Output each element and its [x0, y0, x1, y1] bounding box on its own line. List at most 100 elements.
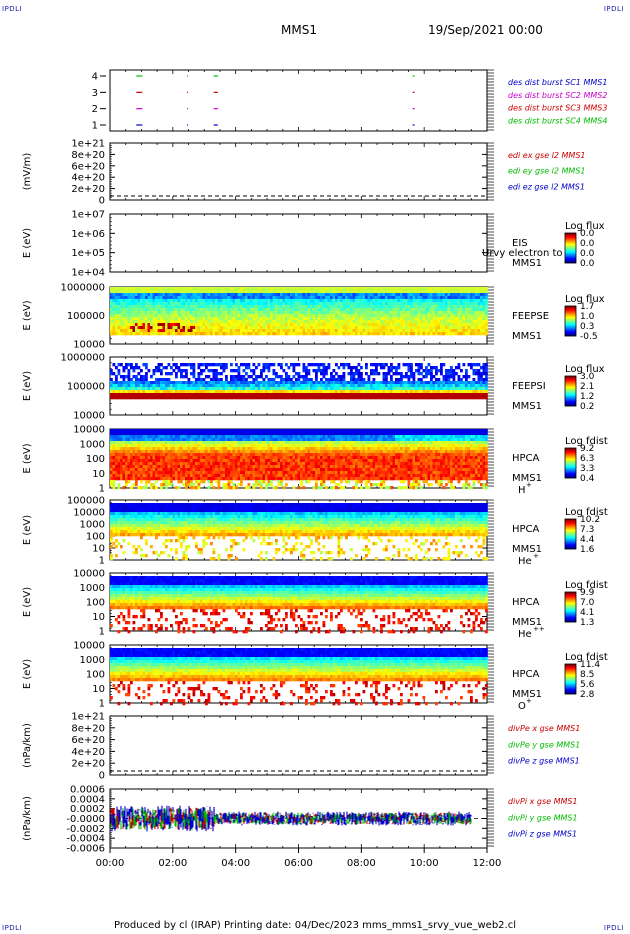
- spectrogram-cell: [350, 287, 353, 291]
- spectrogram-cell: [325, 372, 328, 376]
- spectrogram-cell: [327, 317, 331, 321]
- spectrogram-cell: [407, 378, 411, 382]
- spectrogram-cell: [430, 311, 433, 315]
- spectrogram-cell: [460, 396, 463, 400]
- spectrogram-cell: [282, 378, 286, 382]
- spectrogram-cell: [472, 323, 476, 327]
- spectrogram-cell: [215, 296, 218, 300]
- spectrogram-cell: [400, 293, 403, 297]
- spectrogram-cell: [435, 320, 438, 324]
- spectrogram-cell: [165, 305, 168, 309]
- spectrogram-cell: [460, 311, 463, 315]
- spectrogram-cell: [287, 287, 291, 291]
- spectrogram-cell: [282, 320, 286, 324]
- spectrogram-cell: [187, 311, 191, 315]
- spectrogram-cell: [415, 332, 418, 336]
- spectrogram-cell: [252, 320, 256, 324]
- spectrogram-cell: [337, 287, 341, 291]
- spectrogram-cell: [345, 332, 348, 336]
- spectrogram-cell: [302, 302, 306, 306]
- spectrogram-cell: [420, 299, 423, 303]
- spectrogram-cell: [202, 302, 206, 306]
- spectrogram-cell: [115, 305, 118, 309]
- spectrogram-cell: [382, 387, 386, 391]
- spectrogram-cell: [260, 332, 263, 336]
- spectrogram-cell: [362, 326, 366, 330]
- spectrogram-cell: [145, 311, 148, 315]
- spectrogram-cell: [285, 299, 288, 303]
- spectrogram-cell: [472, 332, 476, 336]
- spectrogram-cell: [160, 387, 163, 391]
- spectrogram-cell: [397, 363, 401, 367]
- spectrogram-cell: [270, 332, 273, 336]
- spectrogram-cell: [402, 390, 406, 394]
- spectrogram-cell: [435, 323, 438, 327]
- spectrogram-cell: [150, 290, 153, 294]
- spectrogram-cell: [122, 381, 126, 385]
- spectrogram-cell: [400, 302, 403, 306]
- spectrogram-cell: [397, 305, 401, 309]
- spectrogram-cell: [242, 375, 246, 379]
- spectrogram-cell: [282, 329, 286, 333]
- colorbar-cell: [565, 318, 576, 320]
- spectrogram-cell: [357, 311, 361, 315]
- spectrogram-cell: [270, 378, 273, 382]
- spectrogram-cell: [212, 290, 216, 294]
- spectrogram-cell: [390, 305, 393, 309]
- spectrogram-cell: [365, 396, 368, 400]
- y-tick-label: 100000: [67, 382, 105, 393]
- spectrogram-cell: [435, 296, 438, 300]
- spectrogram-cell: [122, 486, 126, 490]
- spectrogram-cell: [320, 317, 323, 321]
- spectrogram-cell: [225, 363, 228, 367]
- spectrogram-cell: [120, 432, 123, 436]
- spectrogram-cell: [427, 302, 431, 306]
- spectrogram-cell: [450, 384, 453, 388]
- spectrogram-cell: [115, 375, 118, 379]
- spectrogram-cell: [372, 293, 376, 297]
- spectrogram-cell: [392, 287, 396, 291]
- spectrogram-cell: [272, 329, 276, 333]
- spectrogram-cell: [437, 299, 441, 303]
- spectrogram-cell: [150, 393, 153, 397]
- spectrogram-cell: [250, 293, 253, 297]
- spectrogram-cell: [355, 302, 358, 306]
- spectrogram-cell: [255, 381, 258, 385]
- spectrogram-cell: [210, 305, 213, 309]
- spectrogram-cell: [345, 363, 348, 367]
- spectrogram-cell: [142, 308, 146, 312]
- spectrogram-cell: [415, 317, 418, 321]
- spectrogram-cell: [220, 387, 223, 391]
- spectrogram-cell: [465, 320, 468, 324]
- spectrogram-cell: [477, 311, 481, 315]
- spectrogram-cell: [430, 308, 433, 312]
- spectrogram-cell: [430, 320, 433, 324]
- colorbar-cell: [565, 403, 576, 405]
- spectrogram-cell: [372, 317, 376, 321]
- spectrogram-cell: [177, 329, 181, 333]
- spectrogram-cell: [215, 302, 218, 306]
- spectrogram-cell: [215, 305, 218, 309]
- spectrogram-cell: [325, 387, 328, 391]
- spectrogram-cell: [430, 393, 433, 397]
- spectrogram-cell: [385, 317, 388, 321]
- spectrogram-cell: [122, 450, 126, 454]
- spectrogram-cell: [350, 299, 353, 303]
- spectrogram-cell: [395, 299, 398, 303]
- spectrogram-cell: [270, 308, 273, 312]
- spectrogram-cell: [180, 311, 183, 315]
- colorbar-cell: [565, 391, 576, 393]
- spectrogram-cell: [227, 293, 231, 297]
- spectrogram-cell: [322, 390, 326, 394]
- spectrogram-cell: [387, 323, 391, 327]
- spectrogram-cell: [160, 290, 163, 294]
- spectrogram-cell: [360, 287, 363, 291]
- spectrogram-cell: [202, 293, 206, 297]
- spectrogram-cell: [252, 393, 256, 397]
- spectrogram-cell: [117, 486, 121, 490]
- spectrogram-cell: [160, 317, 163, 321]
- colorbar-cell: [565, 332, 576, 334]
- spectrogram-cell: [467, 381, 471, 385]
- spectrogram-cell: [197, 293, 201, 297]
- spectrogram-cell: [152, 381, 156, 385]
